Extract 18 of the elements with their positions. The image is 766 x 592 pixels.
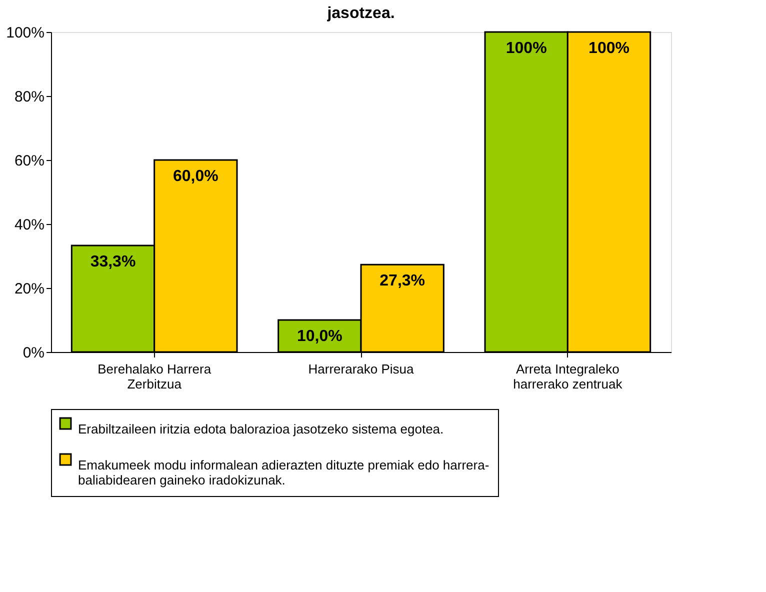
y-tick-label: 0% <box>22 344 44 362</box>
y-tick-label: 40% <box>14 216 44 234</box>
data-label: 60,0% <box>172 168 218 185</box>
chart-title: jasotzea. <box>326 5 395 22</box>
data-label: 33,3% <box>90 253 136 270</box>
data-label: 100% <box>588 40 630 57</box>
x-tick-label: Berehalako Harrera Zerbitzua <box>98 362 212 392</box>
legend-label: Erabiltzaileen iritzia edota balorazioa jasotzeko sistema egotea. <box>78 422 444 436</box>
data-label: 100% <box>506 40 547 57</box>
data-label: 10,0% <box>296 328 342 345</box>
y-tick-label: 80% <box>14 88 44 106</box>
y-tick-label: 60% <box>14 152 44 170</box>
data-label: 27,3% <box>380 272 426 290</box>
y-tick-label: 100% <box>6 24 44 42</box>
x-tick-label: Arreta Integraleko harrerako zentruak <box>513 362 623 392</box>
legend-label: Emakumeek modu informalean adierazten dituzte premiak edo harrera-baliabidearen gaineko iradokizunak. <box>78 458 490 488</box>
x-tick-label: Harrerarako Pisua <box>308 362 415 376</box>
y-tick-label: 20% <box>14 280 44 298</box>
